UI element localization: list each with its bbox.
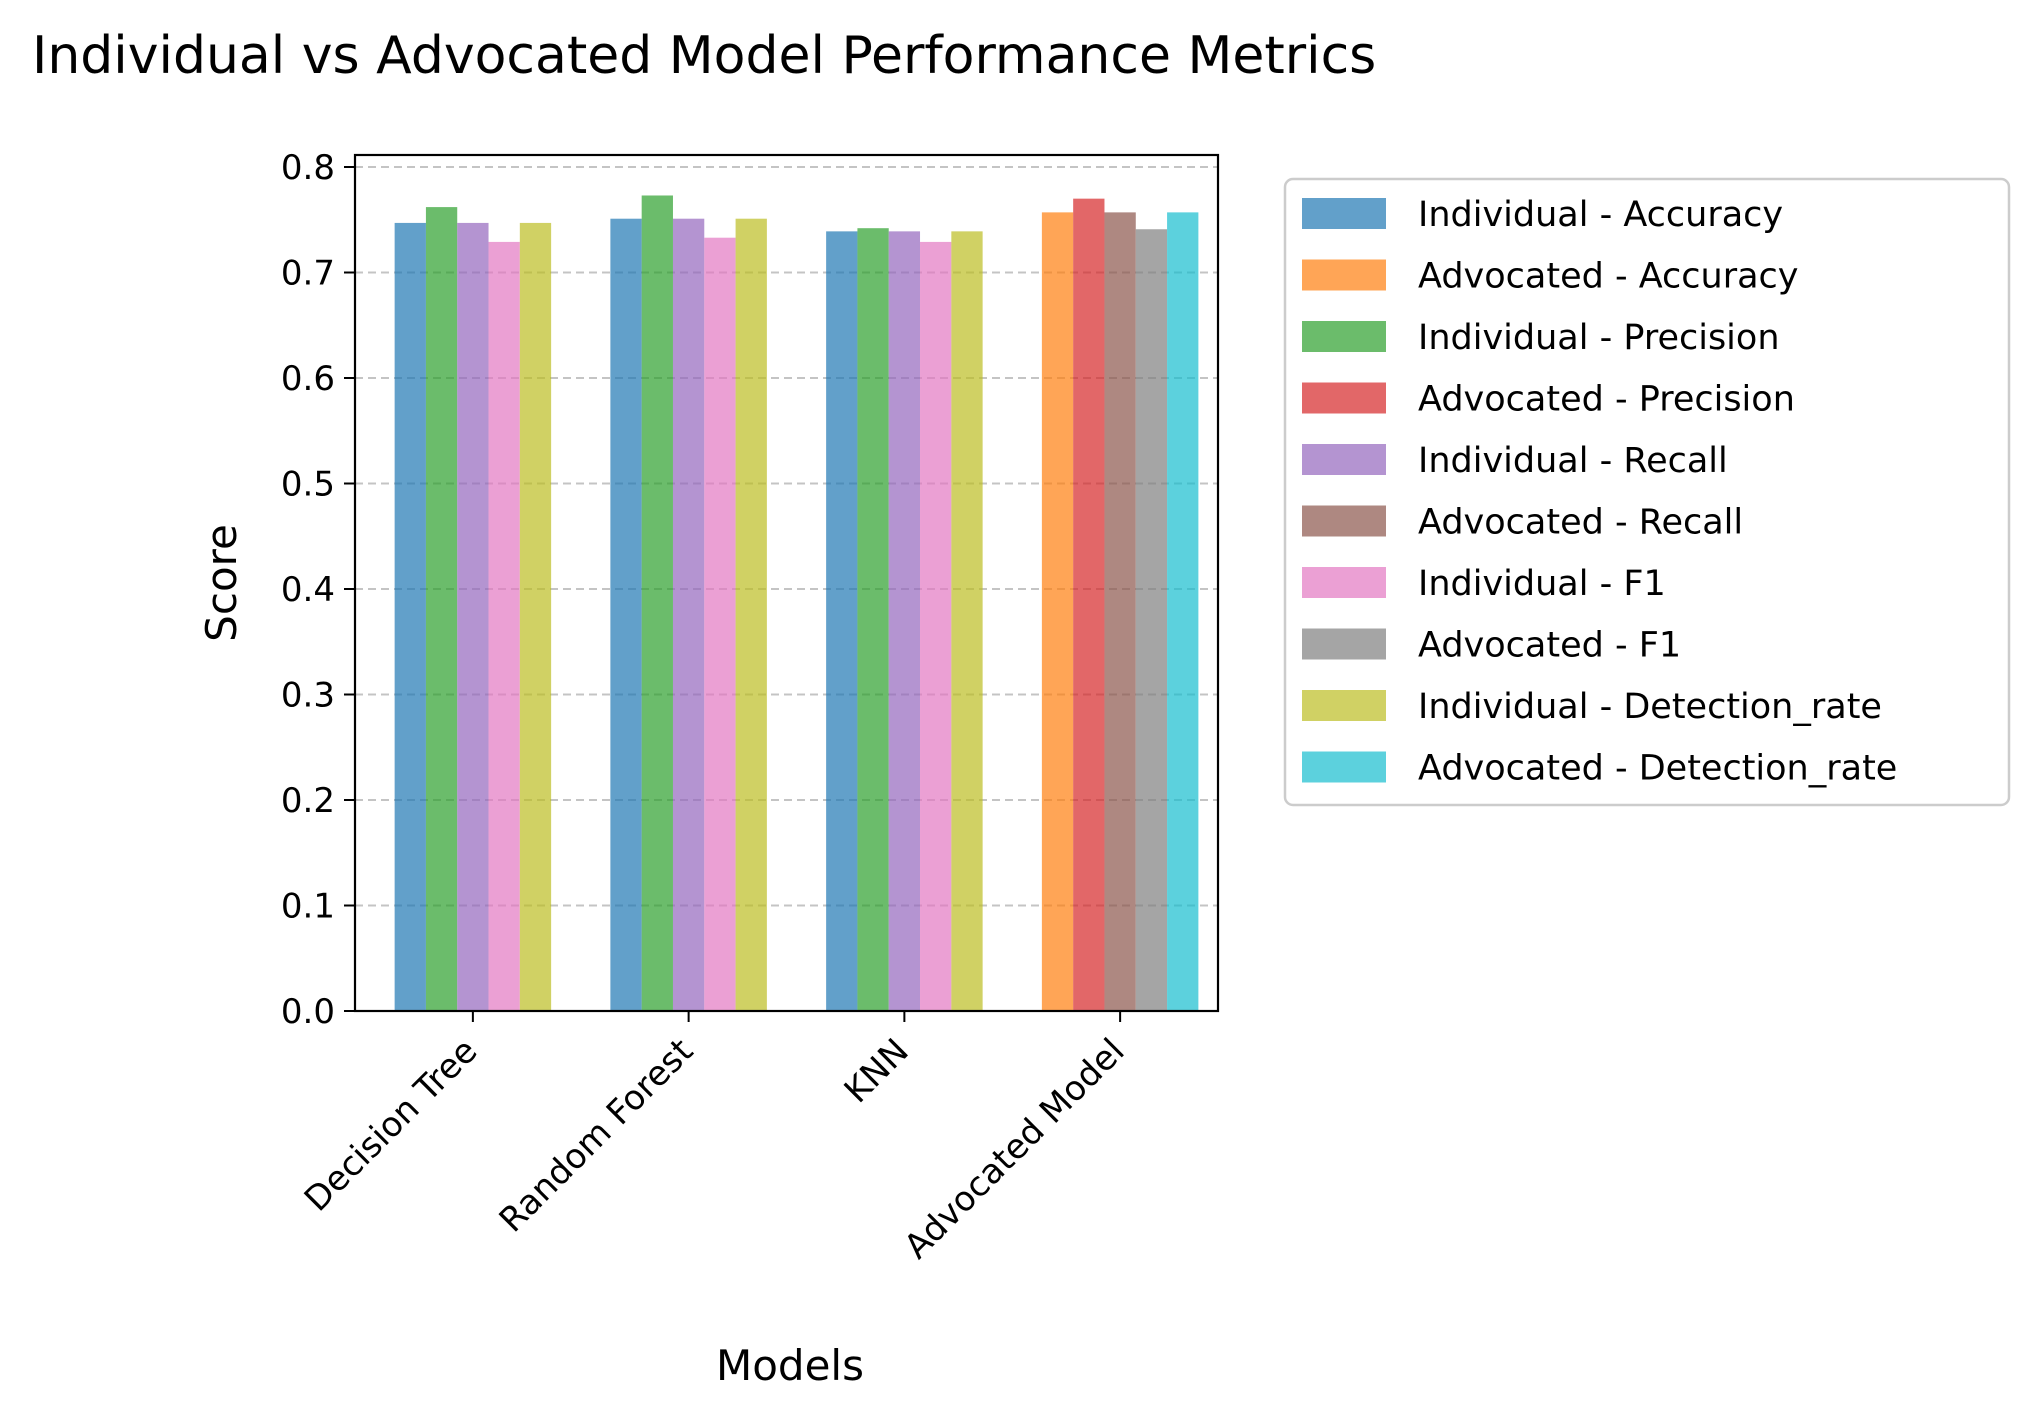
bar-random-forest-individual-precision	[641, 195, 673, 1012]
x-axis-label: Models	[716, 1341, 864, 1390]
y-tick-label: 0.4	[281, 570, 335, 610]
y-tick-label: 0.5	[281, 465, 335, 505]
y-tick-label: 0.3	[281, 676, 335, 716]
bar-advocated-model-advocated-precision	[1073, 198, 1105, 1011]
x-tick-label: Decision Tree	[297, 1031, 485, 1219]
legend-swatch	[1302, 628, 1386, 660]
legend-swatch	[1302, 198, 1386, 229]
bar-decision-tree-individual-f1	[488, 241, 520, 1011]
legend-label: Advocated - Recall	[1418, 503, 1743, 543]
bar-knn-individual-accuracy	[826, 231, 858, 1012]
bar-advocated-model-advocated-recall	[1104, 212, 1136, 1011]
plot-frame	[353, 153, 1220, 1013]
legend-swatch	[1302, 567, 1386, 598]
legend-box	[1283, 177, 2011, 807]
bar-knn-individual-precision	[857, 228, 889, 1011]
bar-knn-individual-recall	[888, 231, 921, 1012]
y-tick-label: 0.1	[281, 887, 335, 927]
x-tick-label: KNN	[837, 1031, 917, 1111]
y-tick-label: 0.0	[281, 992, 335, 1032]
y-tick-label: 0.2	[281, 781, 335, 821]
legend-label: Advocated - Detection_rate	[1418, 749, 1897, 789]
y-axis: 0.0 0.1 0.2 0.3 0.4 0.5 0.6 0.7 0.8	[281, 148, 355, 1032]
legend-swatch	[1302, 690, 1386, 721]
legend-swatch	[1302, 382, 1386, 414]
bar-random-forest-individual-accuracy	[610, 218, 642, 1011]
bar-advocated-model-advocated-f1	[1135, 229, 1168, 1011]
bars	[394, 195, 1199, 1012]
legend-label: Individual - Precision	[1418, 318, 1780, 358]
x-tick-label: Advocated Model	[897, 1031, 1133, 1267]
bar-random-forest-individual-f1	[704, 237, 736, 1011]
legend-label: Individual - F1	[1418, 564, 1666, 604]
bar-advocated-model-advocated-detection-rate	[1167, 212, 1199, 1011]
legend: Individual - Accuracy Advocated - Accurac…	[1283, 177, 2011, 807]
bar-advocated-model-advocated-accuracy	[1041, 212, 1074, 1011]
legend-label: Individual - Detection_rate	[1418, 687, 1882, 727]
bar-decision-tree-individual-accuracy	[394, 222, 426, 1012]
chart-title: Individual vs Advocated Model Performanc…	[32, 26, 1376, 86]
legend-label: Individual - Recall	[1418, 441, 1728, 481]
bar-random-forest-individual-detection-rate	[735, 218, 767, 1011]
legend-swatch	[1302, 505, 1386, 537]
legend-label: Advocated - Precision	[1418, 380, 1795, 420]
bar-knn-individual-f1	[920, 241, 952, 1011]
legend-swatch	[1302, 444, 1386, 475]
legend-swatch	[1302, 321, 1386, 352]
y-tick-label: 0.6	[281, 359, 335, 399]
y-tick-label: 0.8	[281, 148, 335, 188]
bar-decision-tree-individual-precision	[425, 207, 458, 1012]
legend-label: Advocated - F1	[1418, 626, 1681, 666]
x-tick-label: Random Forest	[492, 1031, 701, 1240]
y-axis-label: Score	[197, 524, 246, 642]
legend-items: Individual - Accuracy Advocated - Accurac…	[1302, 195, 1897, 789]
bar-decision-tree-individual-recall	[457, 222, 489, 1012]
legend-label: Individual - Accuracy	[1418, 195, 1783, 235]
legend-label: Advocated - Accuracy	[1418, 257, 1799, 297]
bar-random-forest-individual-recall	[672, 218, 705, 1011]
bar-knn-individual-detection-rate	[951, 231, 983, 1012]
legend-swatch	[1302, 259, 1386, 291]
bar-decision-tree-individual-detection-rate	[519, 222, 552, 1012]
legend-swatch	[1302, 751, 1386, 783]
y-tick-label: 0.7	[281, 254, 335, 294]
